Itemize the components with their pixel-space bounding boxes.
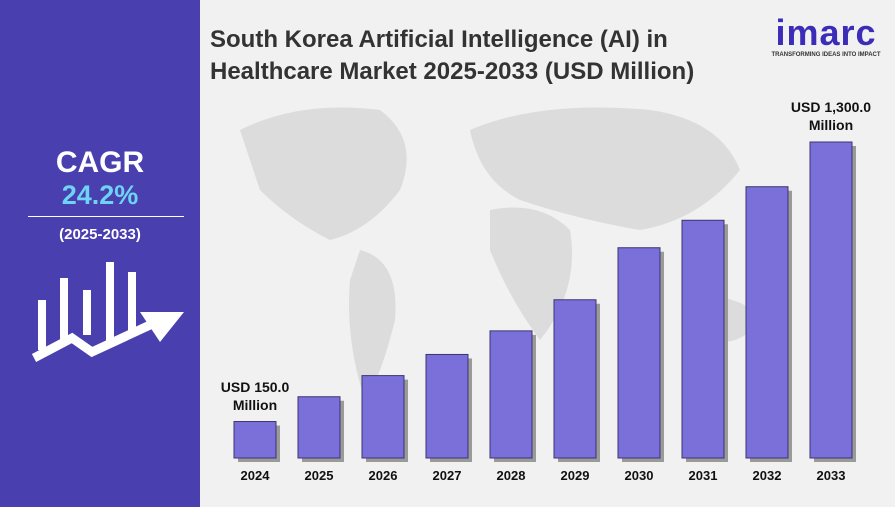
x-tick-label: 2024 xyxy=(241,468,271,483)
x-tick-label: 2027 xyxy=(433,468,462,483)
x-tick-label: 2033 xyxy=(817,468,846,483)
bar xyxy=(553,299,597,459)
bar xyxy=(617,247,661,459)
bar xyxy=(233,421,277,459)
bar xyxy=(425,353,469,459)
x-tick-label: 2025 xyxy=(305,468,334,483)
value-label: USD 1,300.0 Million xyxy=(790,99,872,133)
bar xyxy=(809,141,853,459)
cagr-rate: 24.2% xyxy=(61,180,139,210)
bar xyxy=(745,186,789,459)
x-tick-label: 2031 xyxy=(689,468,718,483)
bar xyxy=(489,330,533,459)
cagr-label: CAGR xyxy=(55,146,145,179)
bar xyxy=(361,375,405,459)
growth-icon xyxy=(31,262,184,362)
bar xyxy=(681,219,725,459)
logo-name: imarc xyxy=(775,12,877,53)
logo-tagline: TRANSFORMING IDEAS INTO IMPACT xyxy=(771,52,881,58)
x-tick-label: 2030 xyxy=(625,468,654,483)
cagr-period: (2025-2033) xyxy=(59,226,141,243)
x-tick-label: 2026 xyxy=(369,468,398,483)
bar xyxy=(297,396,341,459)
x-tick-label: 2032 xyxy=(753,468,782,483)
divider xyxy=(28,216,184,217)
value-label: USD 150.0 Million xyxy=(220,378,290,413)
sidebar: CAGR 24.2% (2025-2033) xyxy=(0,0,200,507)
x-tick-label: 2029 xyxy=(561,468,590,483)
chart-title: South Korea Artificial Intelligence (AI)… xyxy=(210,26,695,85)
logo: imarc TRANSFORMING IDEAS INTO IMPACT xyxy=(766,12,886,59)
x-tick-label: 2028 xyxy=(497,468,526,483)
